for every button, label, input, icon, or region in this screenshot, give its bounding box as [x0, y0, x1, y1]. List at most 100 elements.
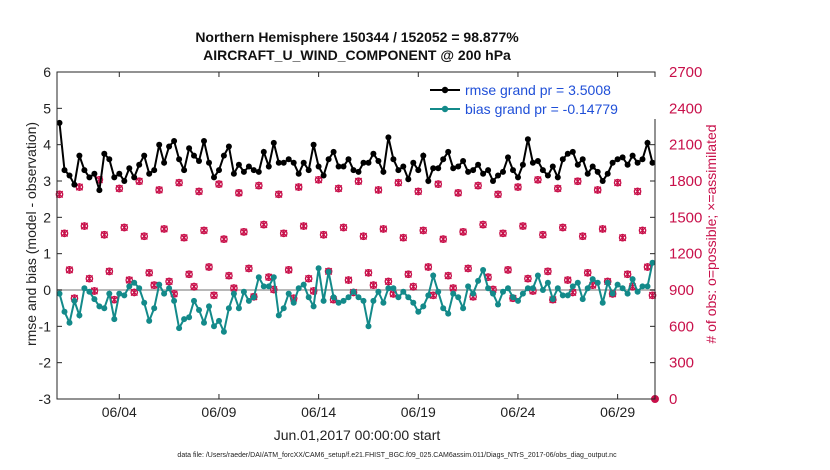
rmse-point	[280, 159, 287, 166]
obs-assimilated-marker	[195, 187, 203, 196]
rmse-point	[634, 159, 641, 166]
rmse-point	[340, 163, 347, 170]
bias-point	[500, 288, 506, 295]
bias-point	[220, 328, 227, 335]
bias-point	[425, 292, 432, 299]
rmse-point	[529, 159, 536, 166]
bias-point	[146, 317, 153, 324]
bias-point	[614, 281, 621, 288]
rmse-point	[106, 156, 113, 163]
bias-point	[101, 305, 108, 312]
obs-assimilated-marker	[245, 264, 253, 273]
rmse-point	[385, 134, 392, 141]
rmse-point	[325, 156, 332, 163]
rmse-point	[315, 163, 322, 170]
bias-point	[455, 294, 462, 301]
rmse-point	[594, 168, 601, 175]
bias-point	[166, 285, 173, 292]
y-tick-label-right: 1200	[669, 246, 702, 263]
y-axis-label-right: # of obs: o=possible; ×=assimilated	[703, 124, 719, 343]
rmse-point	[220, 152, 227, 159]
bias-point	[121, 292, 128, 299]
obs-assimilated-marker	[115, 184, 123, 193]
bias-point	[315, 265, 322, 272]
bias-point	[539, 287, 546, 293]
bias-point	[649, 259, 656, 266]
y-tick-label-right: 900	[669, 282, 694, 299]
rmse-point	[425, 178, 432, 184]
obs-assimilated-marker	[554, 184, 562, 193]
obs-assimilated-marker	[130, 288, 138, 297]
obs-assimilated-marker	[369, 281, 378, 289]
bias-point	[604, 279, 611, 286]
rmse-point	[485, 167, 492, 174]
x-tick-label: 06/09	[201, 404, 236, 420]
obs-assimilated-marker	[140, 232, 148, 241]
obs-assimilated-marker	[419, 226, 427, 235]
bias-point	[445, 310, 452, 317]
rmse-point	[505, 154, 511, 161]
bias-point	[56, 290, 63, 297]
rmse-point	[230, 170, 237, 177]
x-tick-label: 06/14	[301, 404, 336, 420]
bias-point	[61, 308, 68, 315]
rmse-point	[191, 152, 197, 159]
rmse-point	[131, 174, 138, 181]
rmse-point	[166, 143, 173, 150]
rmse-point	[380, 168, 387, 175]
bias-point	[116, 290, 123, 297]
obs-assimilated-marker	[574, 177, 582, 186]
bias-point	[136, 285, 143, 292]
rmse-point	[61, 167, 68, 174]
rmse-point	[91, 170, 98, 177]
bias-point	[245, 297, 252, 304]
bias-point	[141, 299, 148, 306]
rmse-point	[614, 156, 621, 163]
obs-assimilated-marker	[165, 277, 173, 286]
rmse-point	[96, 187, 103, 194]
bias-point	[390, 285, 397, 292]
rmse-point	[295, 170, 302, 177]
rmse-point	[370, 150, 377, 157]
rmse-point	[440, 156, 447, 163]
obs-assimilated-marker	[285, 266, 293, 274]
obs-assimilated-marker	[584, 269, 592, 277]
rmse-point	[305, 167, 312, 174]
rmse-point	[549, 163, 556, 170]
obs-assimilated-marker	[409, 282, 417, 291]
bias-point	[71, 297, 78, 304]
bias-point	[325, 268, 332, 275]
plot-frame	[56, 71, 656, 400]
rmse-point	[515, 174, 521, 181]
obs-assimilated-marker	[120, 223, 128, 232]
bias-point	[619, 285, 626, 292]
y-tick-label-left: 5	[43, 100, 51, 116]
obs-assimilated-marker	[240, 228, 248, 236]
rmse-point	[66, 172, 73, 179]
y-tick-label-left: -1	[39, 318, 52, 334]
obs-assimilated-marker	[564, 276, 572, 284]
plot-area	[57, 72, 655, 399]
bias-point	[290, 299, 297, 306]
rmse-point	[554, 174, 561, 181]
obs-assimilated-marker	[524, 274, 532, 283]
bias-point	[131, 279, 138, 286]
bias-point	[435, 288, 442, 295]
obs-assimilated-marker	[544, 267, 552, 276]
obs-assimilated-marker	[304, 274, 313, 283]
obs-assimilated-marker	[80, 222, 89, 230]
rmse-point	[524, 136, 531, 143]
bias-point	[106, 290, 113, 297]
bias-point	[609, 290, 616, 297]
bias-point	[111, 316, 118, 323]
rmse-point	[240, 168, 247, 175]
rmse-point	[460, 158, 467, 164]
obs-assimilated-marker	[454, 189, 462, 197]
obs-assimilated-marker	[479, 220, 487, 229]
rmse-point	[76, 152, 83, 159]
bias-point	[430, 272, 437, 279]
rmse-point	[81, 167, 88, 174]
bias-point	[405, 294, 412, 301]
bias-point	[91, 296, 98, 303]
